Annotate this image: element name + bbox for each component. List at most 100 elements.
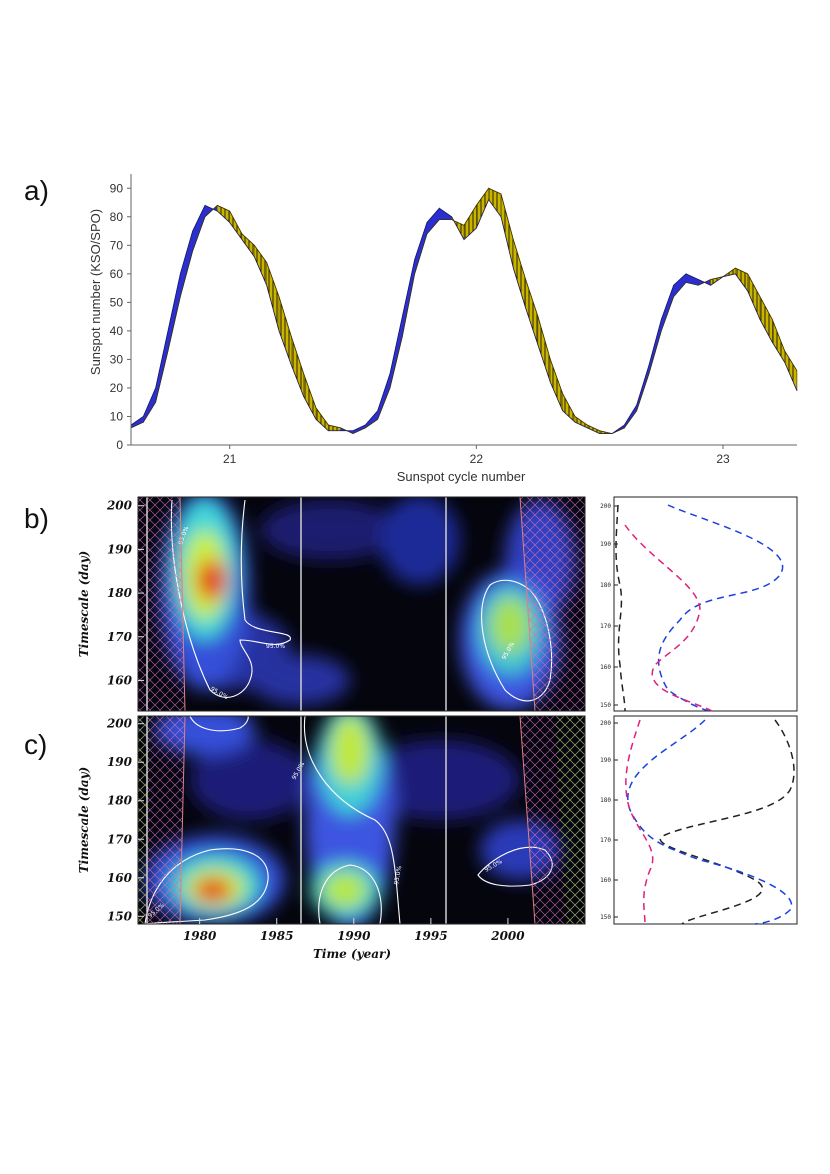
global-spectrum-frame-c [613,715,798,925]
x-ticks-c: 1980 1985 1990 1995 2000 [183,918,525,943]
difference-band-segment [772,319,785,364]
significance-contour-c2 [303,716,401,924]
panel-letter-c: c) [24,729,47,760]
y-tick-label-a: 50 [110,295,124,309]
y-tick-label: 160 [107,871,133,885]
y-axis-label-c: Timescale (day) [77,767,91,874]
side-tick-label: 200 [600,503,611,510]
coi-boundary-right-c [519,716,536,924]
wavelet-panel-c: 95.0% 95.0% 95.0% 95.0% 150 160 170 180 190 2… [77,715,798,961]
global-spectrum-pink-b [624,524,713,712]
global-spectrum-frame-b [613,496,798,712]
y-tick-label-a: 60 [110,267,124,281]
difference-band-segment [328,424,341,432]
difference-band-segment [476,187,489,229]
y-tick-label-a: 0 [116,438,123,452]
difference-bands [130,187,798,435]
global-spectrum-pink-c [625,719,654,925]
y-tick-label: 180 [107,586,133,600]
x-tick-label-a: 21 [223,452,237,466]
difference-band-segment [180,230,193,297]
frame-c [137,715,586,925]
side-tick-label: 190 [600,541,611,548]
difference-band-segment [192,205,206,252]
y-axis-label-a: Sunspot number (KSO/SPO) [88,209,103,375]
x-tick-label-a: 23 [716,452,730,466]
side-y-ticks-b: 150 160 170 180 190 200 [600,503,618,709]
difference-band-segment [500,193,514,269]
side-y-ticks-c: 150 160 170 180 190 200 [600,720,618,921]
x-axis-label-a: Sunspot cycle number [397,469,526,484]
y-tick-label-a: 40 [110,324,124,338]
y-ticks-c: 150 160 170 180 190 200 [106,717,144,923]
difference-band-segment [167,273,181,351]
x-ticks-a: 21 22 23 [223,445,730,466]
difference-band-segment [784,349,798,391]
difference-band-segment [377,373,391,420]
x-tick-label: 2000 [490,929,525,943]
difference-band-segment [537,316,551,383]
x-axis-label-c: Time (year) [313,947,391,961]
coi-boundary-left-b [179,497,186,711]
x-tick-label: 1990 [337,929,371,943]
y-tick-label: 190 [107,542,133,556]
difference-band-segment [747,273,761,320]
y-tick-label: 170 [107,630,133,644]
difference-band-segment [735,267,748,292]
y-tick-label: 190 [107,755,133,769]
panel-letter-b: b) [24,503,49,534]
coi-boundary-right-b [519,497,536,711]
difference-band-segment [303,373,317,420]
side-tick-label: 190 [600,757,611,764]
significance-contour-c3 [318,864,382,924]
difference-band-segment [661,285,674,331]
y-tick-label: 170 [107,832,133,846]
side-tick-label: 150 [600,914,611,921]
difference-band-segment [426,207,440,235]
side-tick-label: 160 [600,664,611,671]
x-tick-label-a: 22 [470,452,484,466]
y-tick-label: 180 [107,794,133,808]
contour-label-c2: 95.0% [393,865,403,885]
difference-band-segment [315,406,329,432]
y-tick-label: 200 [106,717,133,731]
y-tick-label-a: 90 [110,181,124,195]
x-tick-label: 1995 [414,929,447,943]
side-tick-label: 170 [600,623,611,630]
side-tick-label: 170 [600,837,611,844]
difference-band-segment [241,233,255,258]
sunspot-chart: 0 10 20 30 40 50 60 70 80 90 21 22 23 Sunspot cycle… [88,174,798,484]
y-tick-label-a: 30 [110,352,124,366]
wavelet-power-c: 95.0% 95.0% 95.0% 95.0% [138,716,585,924]
y-tick-label-a: 10 [110,409,124,423]
cone-of-influence-left-c [138,716,185,924]
difference-band-segment [291,336,304,397]
global-spectrum-black-c [659,719,795,925]
significance-contour-c4 [189,716,249,732]
difference-band-segment [550,359,563,411]
global-spectrum-black-b [615,504,626,712]
global-spectrum-blue-b [657,504,784,712]
frame-b [137,496,586,712]
difference-band-segment [402,259,415,337]
cone-of-influence-right-b [520,497,585,711]
wavelet-power-b: 95.0% 95.0% 95.0% 95.0% [138,497,585,711]
y-tick-label-a: 70 [110,238,124,252]
y-tick-label-a: 80 [110,210,124,224]
y-axis-label-b: Timescale (day) [77,551,91,658]
side-tick-label: 160 [600,877,611,884]
difference-band-segment [266,262,280,331]
difference-band-segment [562,393,576,423]
y-ticks-a: 0 10 20 30 40 50 60 70 80 90 [110,181,131,452]
series-line-1 [130,198,798,434]
y-tick-label: 200 [106,499,133,513]
side-tick-label: 180 [600,797,611,804]
x-tick-label: 1985 [260,929,293,943]
y-ticks-b: 160 170 180 190 200 [106,499,144,687]
difference-band-segment [759,296,773,343]
side-tick-label: 180 [600,582,611,589]
difference-band-segment [673,273,687,298]
difference-band-segment [155,330,169,403]
contour-label-b2: 95.0% [266,643,285,650]
